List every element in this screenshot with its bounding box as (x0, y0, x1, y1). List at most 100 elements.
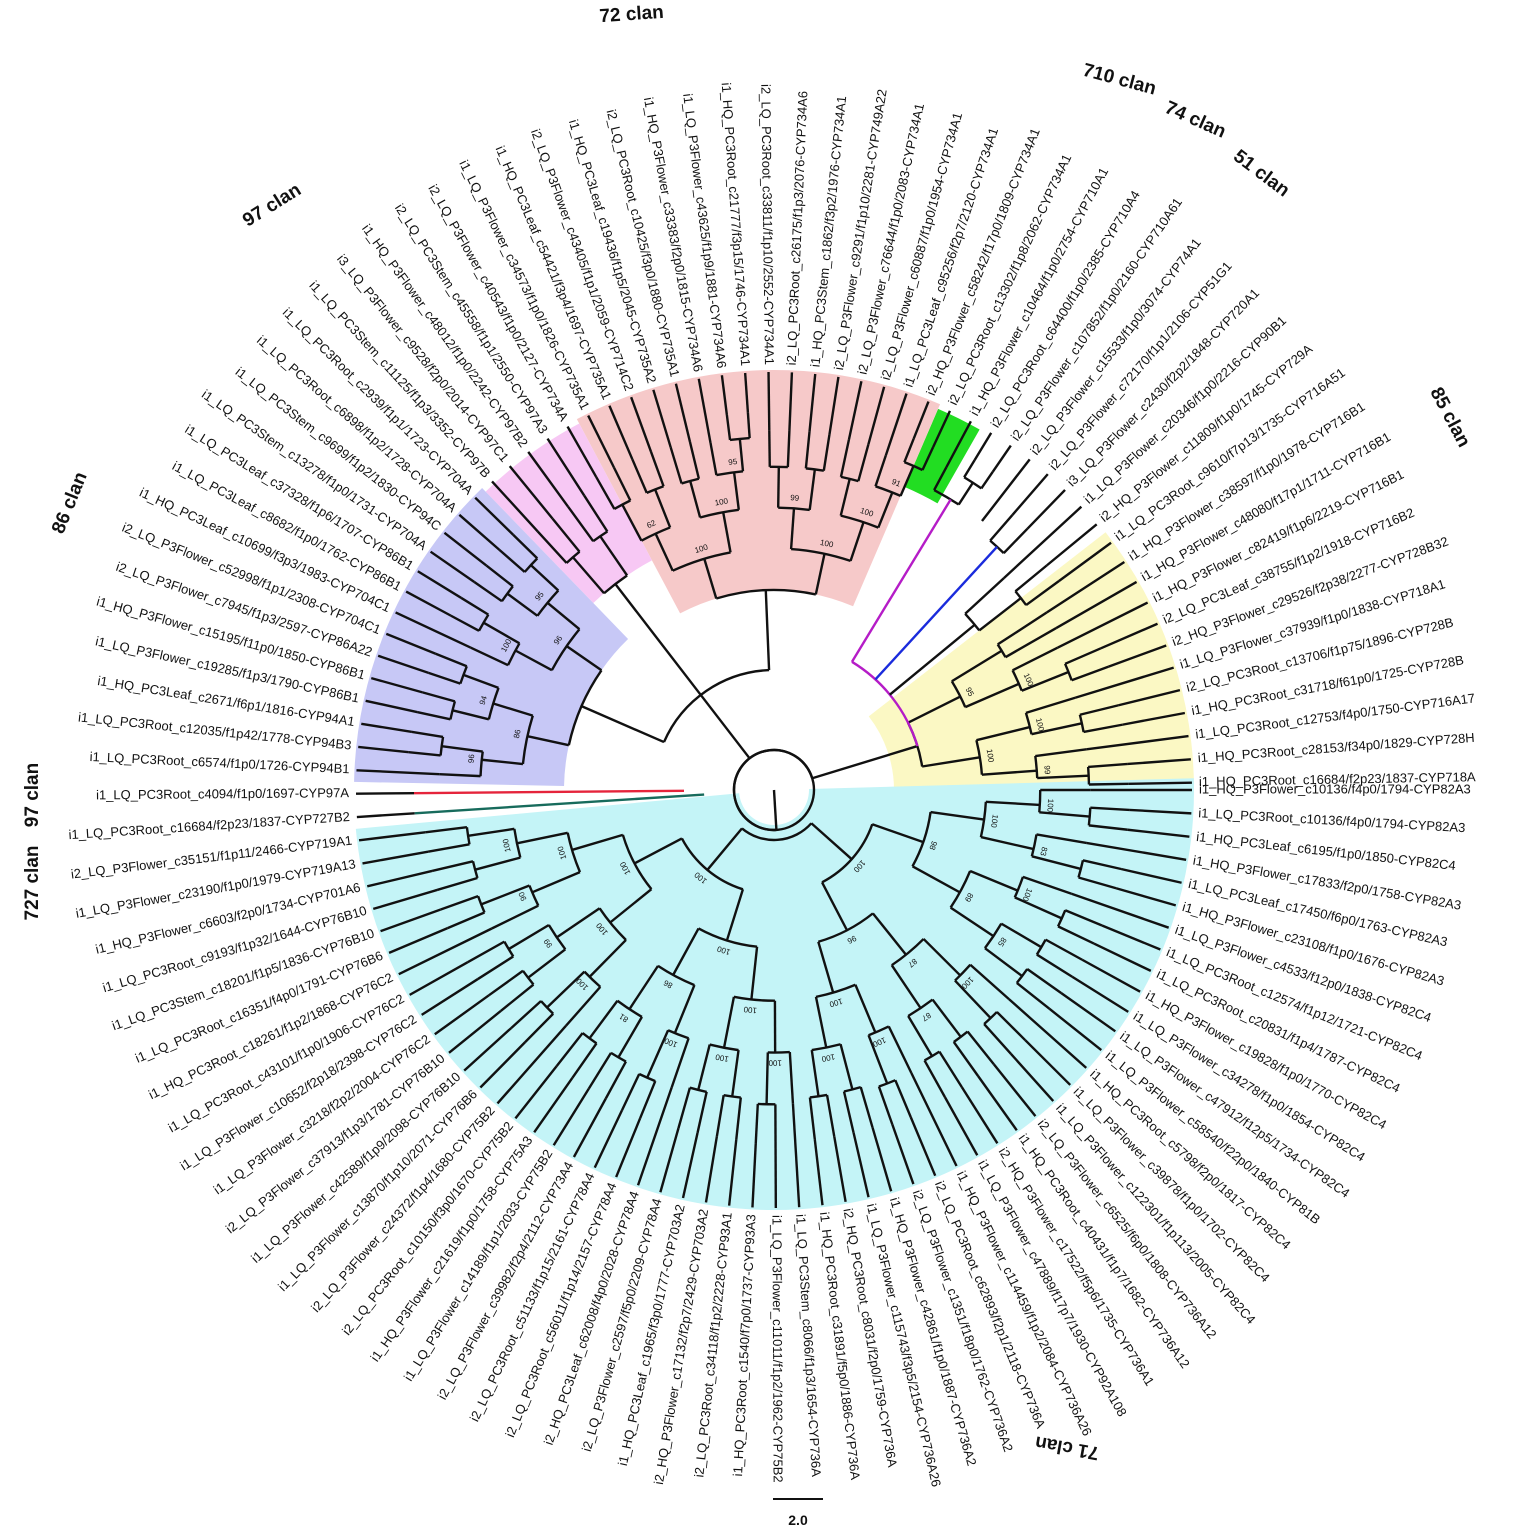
branch-segment (954, 979, 992, 1019)
branch-segment (732, 472, 740, 510)
branch-segment (649, 451, 665, 487)
branch-segment (964, 577, 1005, 615)
branch-segment (977, 1075, 1018, 1131)
branch-segment (614, 583, 702, 696)
branch-segment (910, 1072, 958, 1167)
branch-segment (388, 927, 449, 955)
branch-segment (458, 513, 501, 551)
branch-segment (1022, 875, 1072, 895)
bootstrap-value: 91 (890, 477, 902, 489)
branch-arc (716, 470, 744, 477)
branch-segment (669, 446, 683, 484)
branch-segment (681, 1132, 699, 1199)
bootstrap-value: 86 (512, 728, 523, 739)
branch-segment (1074, 666, 1175, 699)
branch-segment (1025, 696, 1076, 714)
branch-segment (720, 375, 729, 416)
branch-segment (932, 410, 952, 448)
branch-segment (743, 372, 750, 413)
branch-segment (996, 1011, 1027, 1042)
branch-segment (903, 438, 915, 463)
branch-segment (673, 984, 696, 1034)
leaf-labels: i1_HQ_PC3Root_c16684/f2p23/1837-CYP718Ai… (68, 82, 1476, 1488)
branch-segment (474, 856, 521, 871)
branch-arc (851, 660, 919, 747)
branch-segment (653, 489, 672, 528)
leaf-label: i1_HQ_PC3Root_c16684/f2p23/1837-CYP718A (1199, 769, 1476, 789)
branch-arc (791, 547, 851, 563)
branch-segment (467, 827, 515, 837)
branch-segment (725, 888, 745, 941)
branch-arc (1024, 712, 1033, 735)
branch-segment (429, 550, 476, 584)
leaf-label: i1_LQ_PC3Root_c4094/f1p0/1697-CYP97A (96, 785, 349, 802)
branch-segment (1057, 601, 1149, 649)
branch-segment (565, 986, 602, 1027)
branch-segment (945, 420, 972, 468)
branch-segment (1026, 968, 1062, 995)
branch-segment (709, 442, 718, 476)
branch-segment (1083, 723, 1123, 734)
clan-label-72: 72 clan (599, 2, 665, 27)
clan-label-97-left: 97 clan (22, 763, 43, 827)
clade-72-highlight (576, 370, 941, 614)
branch-segment (1060, 992, 1117, 1033)
branch-segment (1127, 758, 1191, 766)
branch-segment (981, 458, 1031, 522)
branch-segment (786, 430, 791, 468)
branch-segment (722, 996, 736, 1048)
branch-segment (697, 1044, 711, 1091)
branch-segment (1129, 808, 1192, 815)
branch-segment (1000, 922, 1042, 949)
branch-segment (976, 725, 1031, 742)
branch-segment (516, 831, 568, 845)
branch-segment (1024, 1039, 1072, 1086)
leaf-label: i1_LQ_PC3Root_c6574/f1p0/1726-CYP94B1 (89, 749, 350, 776)
branch-segment (630, 396, 653, 453)
branch-segment (652, 389, 672, 448)
branch-segment (506, 592, 539, 617)
branch-segment (767, 372, 771, 431)
branch-arc (662, 668, 770, 743)
branch-segment (871, 912, 907, 956)
branch-segment (463, 673, 499, 690)
branch-segment (817, 941, 835, 993)
branch-segment (1003, 505, 1083, 579)
branch-segment (571, 833, 624, 852)
branch-arc (1038, 789, 1042, 813)
branch-segment (356, 812, 415, 819)
branch-segment (405, 590, 452, 617)
branch-segment (1107, 644, 1167, 668)
bootstrap-value: 62 (645, 518, 657, 530)
branch-segment (492, 702, 534, 717)
clade-86-highlight (354, 487, 629, 786)
root-ring (732, 748, 816, 832)
branch-segment (887, 1025, 913, 1074)
branch-segment (588, 939, 627, 978)
branch-segment (583, 494, 609, 533)
branch-segment (1079, 704, 1119, 716)
branch-segment (467, 940, 505, 964)
branch-segment (633, 837, 683, 865)
branch-segment (930, 810, 985, 821)
branch-segment (417, 570, 462, 599)
branch-segment (810, 1049, 820, 1097)
branch-segment (804, 431, 811, 469)
bootstrap-value: 95 (964, 686, 976, 698)
branch-segment (366, 869, 433, 888)
tree-branches (356, 372, 1192, 1209)
branch-segment (654, 533, 674, 572)
branch-segment (699, 694, 751, 760)
branch-segment (1035, 748, 1087, 758)
branch-segment (1036, 833, 1087, 845)
branch-segment (1055, 580, 1138, 630)
branch-segment (689, 480, 702, 518)
branch-segment (1031, 855, 1082, 871)
leaf-label: i2_LQ_PC3Root_c26175/f1p3/2076-CYP734A6 (784, 91, 811, 366)
branch-segment (1088, 762, 1128, 769)
branch-segment (510, 1000, 542, 1029)
branch-segment (587, 415, 616, 469)
branch-segment (434, 994, 490, 1036)
branch-segment (482, 621, 521, 645)
branch-segment (556, 907, 601, 939)
